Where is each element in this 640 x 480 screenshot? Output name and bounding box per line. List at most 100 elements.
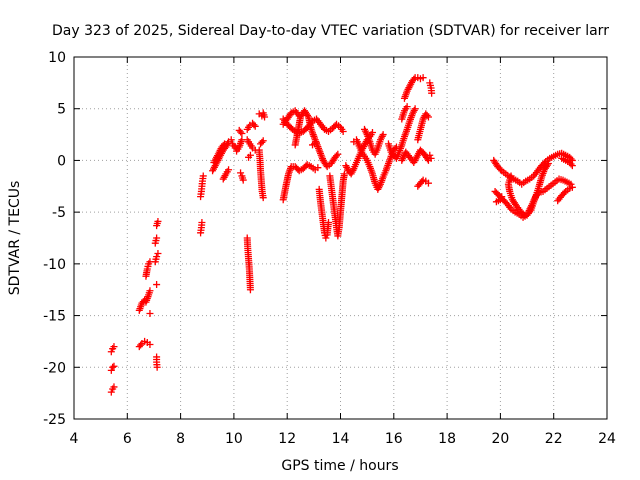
- data-point: [227, 136, 235, 144]
- data-point: [528, 202, 536, 210]
- data-point: [251, 122, 259, 130]
- data-point: [379, 131, 387, 139]
- data-point: [107, 366, 115, 374]
- data-point: [304, 111, 312, 119]
- data-point: [428, 89, 436, 97]
- data-point: [239, 176, 247, 184]
- data-point: [496, 196, 504, 204]
- data-point: [221, 140, 229, 148]
- y-tick-label: 0: [57, 153, 66, 169]
- data-point: [398, 156, 406, 164]
- data-point: [110, 343, 118, 351]
- x-axis-label: GPS time / hours: [281, 458, 398, 474]
- data-point: [259, 194, 267, 202]
- data-point: [544, 160, 552, 168]
- data-point: [219, 141, 227, 149]
- data-point: [153, 253, 161, 261]
- x-tick-label: 6: [123, 431, 132, 447]
- data-point: [225, 166, 233, 174]
- data-point: [261, 113, 269, 121]
- data-point: [246, 151, 254, 159]
- data-point: [411, 105, 419, 113]
- y-tick-label: -25: [43, 412, 66, 428]
- x-tick-label: 24: [598, 431, 616, 447]
- data-point: [154, 217, 162, 225]
- data-point: [419, 74, 427, 82]
- y-tick-label: -20: [43, 360, 66, 376]
- data-point: [154, 250, 162, 258]
- data-point: [322, 234, 330, 242]
- data-point: [340, 170, 348, 178]
- data-point: [567, 160, 575, 168]
- data-point: [568, 162, 576, 170]
- data-point: [410, 75, 418, 83]
- data-point: [199, 172, 207, 180]
- data-point: [568, 183, 576, 191]
- data-point: [526, 205, 534, 213]
- data-point: [524, 208, 532, 216]
- x-tick-label: 20: [491, 431, 509, 447]
- data-point: [333, 152, 341, 160]
- y-tick-label: -10: [43, 257, 66, 273]
- data-point: [146, 287, 154, 295]
- data-point: [519, 210, 527, 218]
- data-point: [424, 113, 432, 121]
- data-point: [259, 137, 267, 145]
- y-tick-label: 10: [48, 50, 66, 66]
- data-point: [399, 155, 407, 163]
- y-tick-label: -5: [52, 205, 66, 221]
- data-point: [110, 362, 118, 370]
- data-point: [339, 127, 347, 135]
- data-point: [137, 341, 145, 349]
- data-point: [220, 173, 228, 181]
- data-point: [237, 128, 245, 136]
- data-point: [423, 111, 431, 119]
- data-point: [153, 281, 161, 289]
- x-tick-label: 14: [332, 431, 350, 447]
- data-point: [343, 163, 351, 171]
- data-point: [258, 138, 266, 146]
- data-point: [543, 161, 551, 169]
- x-tick-label: 16: [385, 431, 403, 447]
- x-tick-label: 10: [225, 431, 243, 447]
- data-point: [146, 341, 154, 349]
- y-tick-label: 5: [57, 102, 66, 118]
- data-point: [107, 348, 115, 356]
- data-point: [146, 310, 154, 318]
- data-point: [153, 363, 161, 371]
- data-point: [238, 130, 246, 138]
- chart-title: Day 323 of 2025, Sidereal Day-to-day VTE…: [52, 23, 609, 39]
- data-point: [426, 151, 434, 159]
- data-point: [424, 179, 432, 187]
- axis-ticks: [73, 56, 608, 420]
- data-point: [334, 150, 342, 158]
- data-point: [325, 218, 333, 226]
- data-point: [250, 121, 258, 129]
- data-point: [498, 193, 506, 201]
- data-point: [525, 206, 533, 214]
- data-points: [107, 74, 576, 396]
- data-point: [368, 129, 376, 137]
- x-tick-label: 4: [70, 431, 79, 447]
- y-axis-label: SDTVAR / TECUs: [7, 181, 23, 296]
- data-point: [109, 363, 117, 371]
- data-point: [427, 154, 435, 162]
- y-axis-tick-labels: -25 -20 -15 -10 -5 0 5 10: [43, 50, 66, 428]
- data-point: [520, 211, 528, 219]
- data-point: [567, 180, 575, 188]
- y-tick-label: -15: [43, 309, 66, 325]
- x-tick-label: 8: [176, 431, 185, 447]
- data-point: [107, 388, 115, 396]
- data-point: [399, 153, 407, 161]
- data-point: [314, 164, 322, 172]
- x-tick-label: 18: [438, 431, 456, 447]
- x-axis-tick-labels: 4 6 8 10 12 14 16 18 20 22 24: [70, 431, 616, 447]
- data-point: [313, 139, 321, 147]
- data-point: [246, 286, 254, 294]
- data-point: [403, 103, 411, 111]
- data-point: [153, 234, 161, 242]
- x-tick-label: 12: [278, 431, 296, 447]
- data-point: [110, 383, 118, 391]
- data-point: [527, 203, 535, 211]
